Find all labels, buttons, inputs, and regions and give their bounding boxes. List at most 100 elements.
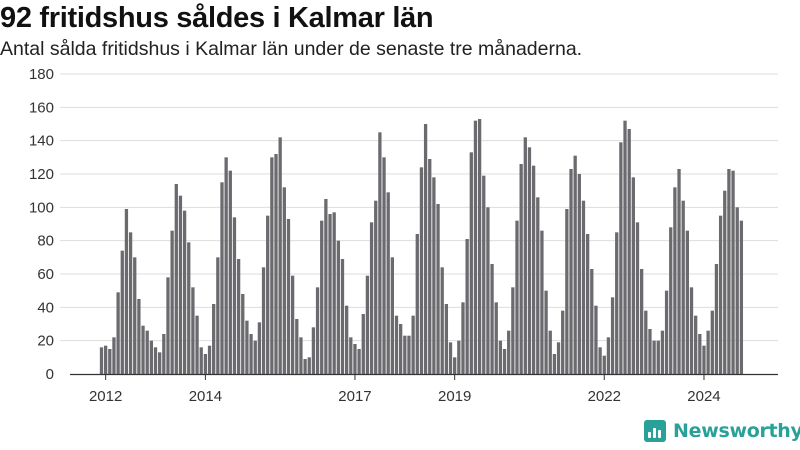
bar: [295, 319, 299, 374]
bar: [378, 132, 382, 374]
bar: [149, 340, 154, 374]
bar: [411, 315, 415, 374]
brand-name: Newsworthy: [673, 420, 800, 442]
bar: [656, 340, 660, 374]
bar: [598, 347, 602, 374]
bar: [382, 157, 386, 374]
data-label-latest: 92: [744, 0, 763, 4]
bar: [457, 340, 461, 374]
bar: [432, 177, 436, 374]
bar: [436, 204, 440, 374]
bar: [390, 257, 394, 374]
bar: [407, 335, 411, 374]
bar: [320, 220, 324, 374]
bar: [702, 345, 706, 374]
bars: [99, 119, 744, 374]
bar: [228, 170, 232, 374]
bar: [681, 200, 685, 374]
bar: [640, 269, 644, 374]
gridlines: [60, 73, 778, 342]
bar: [594, 305, 598, 374]
bar: [536, 197, 540, 374]
bar: [328, 214, 332, 374]
bar: [556, 342, 561, 374]
bar: [357, 349, 361, 374]
bar: [689, 287, 694, 374]
bar: [615, 232, 619, 374]
bar: [332, 212, 336, 374]
bar: [257, 322, 262, 374]
bar: [440, 267, 444, 374]
x-tick-label: 2012: [89, 388, 122, 405]
bar: [461, 302, 465, 374]
bar: [112, 337, 116, 374]
bar: [590, 269, 594, 374]
y-tick-label: 60: [37, 266, 54, 283]
bar: [311, 327, 316, 374]
bar: [178, 195, 183, 374]
bar: [511, 287, 515, 374]
bar: [482, 175, 486, 374]
bar: [515, 220, 519, 374]
bar: [374, 200, 378, 374]
bar: [669, 227, 673, 374]
bar: [182, 210, 187, 374]
bar: [236, 259, 241, 374]
chart-title: 92 fritidshus såldes i Kalmar län: [0, 2, 434, 34]
bar: [498, 340, 503, 374]
x-tick-label: 2014: [189, 388, 222, 405]
bar: [104, 345, 108, 374]
bar: [718, 215, 723, 374]
bar: [365, 275, 370, 374]
bar: [353, 344, 357, 374]
bar: [714, 264, 719, 374]
bar: [253, 340, 257, 374]
bar: [694, 315, 698, 374]
bar: [631, 177, 635, 374]
bar: [212, 304, 216, 374]
bar: [345, 305, 349, 374]
bar: [245, 320, 249, 374]
bar: [502, 349, 507, 374]
bar: [199, 347, 203, 374]
bar: [648, 329, 652, 374]
bar: [448, 342, 453, 374]
x-tick-label: 2017: [338, 388, 371, 405]
bar: [394, 315, 399, 374]
bar: [307, 357, 311, 374]
bar: [644, 310, 648, 374]
bar: [303, 359, 307, 374]
bar: [108, 349, 112, 374]
bar: [698, 334, 702, 374]
bar: [220, 182, 224, 374]
bar: [278, 137, 282, 374]
bar: [187, 242, 191, 374]
data-label-background: [739, 0, 768, 19]
bar: [207, 345, 212, 374]
labels: 0 20 40 60 80 100 120 140 160 180 2012 2014 2017 2019…: [29, 0, 768, 405]
bar: [573, 155, 577, 374]
bar: [270, 157, 274, 374]
bar: [602, 355, 606, 374]
bar: [523, 137, 527, 374]
bar: [399, 324, 403, 374]
chart-subtitle: Antal sålda fritidshus i Kalmar län unde…: [0, 38, 583, 60]
bar: [428, 159, 432, 374]
y-tick-label: 20: [37, 333, 54, 350]
bar: [369, 222, 374, 374]
bar: [232, 217, 237, 374]
bar: [544, 290, 548, 374]
bar: [540, 230, 544, 374]
bar: [141, 325, 145, 374]
bar: [324, 199, 328, 374]
bar: [423, 124, 428, 374]
y-tick-label: 160: [29, 99, 54, 116]
bar: [577, 174, 581, 374]
bar: [282, 187, 286, 374]
bar: [619, 142, 623, 374]
bar: [685, 230, 690, 374]
bar: [145, 330, 149, 374]
bar: [216, 257, 220, 374]
bar: [606, 337, 611, 374]
